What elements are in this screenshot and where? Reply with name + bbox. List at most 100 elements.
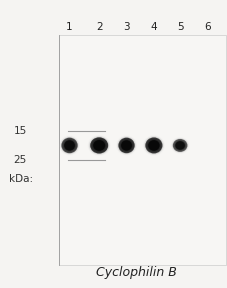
Ellipse shape bbox=[120, 140, 132, 151]
FancyBboxPatch shape bbox=[59, 35, 225, 265]
Ellipse shape bbox=[90, 137, 108, 154]
Ellipse shape bbox=[90, 138, 107, 153]
Ellipse shape bbox=[146, 138, 161, 153]
Ellipse shape bbox=[121, 140, 131, 151]
Ellipse shape bbox=[172, 139, 187, 152]
Ellipse shape bbox=[121, 141, 131, 150]
Ellipse shape bbox=[121, 140, 131, 151]
Ellipse shape bbox=[145, 138, 161, 153]
Ellipse shape bbox=[146, 139, 160, 152]
Ellipse shape bbox=[64, 140, 75, 151]
Ellipse shape bbox=[173, 139, 186, 151]
Ellipse shape bbox=[117, 137, 135, 154]
Ellipse shape bbox=[64, 141, 74, 150]
Ellipse shape bbox=[118, 138, 133, 153]
Ellipse shape bbox=[143, 137, 163, 154]
Ellipse shape bbox=[118, 138, 134, 153]
Ellipse shape bbox=[60, 137, 78, 154]
Text: kDa:: kDa: bbox=[9, 174, 33, 183]
Ellipse shape bbox=[91, 139, 106, 152]
Ellipse shape bbox=[61, 138, 77, 153]
Ellipse shape bbox=[93, 140, 105, 151]
Ellipse shape bbox=[65, 141, 74, 150]
Ellipse shape bbox=[145, 138, 162, 153]
Ellipse shape bbox=[148, 141, 158, 150]
Ellipse shape bbox=[64, 140, 75, 151]
Ellipse shape bbox=[117, 137, 135, 154]
Text: 3: 3 bbox=[123, 22, 129, 32]
Ellipse shape bbox=[175, 142, 183, 149]
Ellipse shape bbox=[171, 138, 188, 153]
Ellipse shape bbox=[173, 140, 186, 151]
Ellipse shape bbox=[88, 135, 110, 156]
Ellipse shape bbox=[148, 140, 159, 151]
Ellipse shape bbox=[88, 136, 109, 155]
Ellipse shape bbox=[172, 139, 186, 152]
Ellipse shape bbox=[93, 140, 105, 151]
Ellipse shape bbox=[119, 139, 133, 152]
Ellipse shape bbox=[116, 136, 136, 155]
Ellipse shape bbox=[170, 138, 188, 153]
Ellipse shape bbox=[175, 141, 184, 150]
Ellipse shape bbox=[92, 139, 106, 152]
Ellipse shape bbox=[175, 141, 184, 150]
Ellipse shape bbox=[90, 138, 107, 153]
Ellipse shape bbox=[143, 136, 163, 155]
Ellipse shape bbox=[173, 140, 185, 151]
Ellipse shape bbox=[148, 141, 158, 150]
Ellipse shape bbox=[61, 138, 77, 153]
Ellipse shape bbox=[174, 141, 185, 150]
Ellipse shape bbox=[94, 141, 104, 150]
Ellipse shape bbox=[64, 140, 74, 151]
Ellipse shape bbox=[60, 137, 78, 154]
Ellipse shape bbox=[147, 140, 159, 151]
Ellipse shape bbox=[62, 139, 76, 152]
Ellipse shape bbox=[59, 136, 79, 155]
Ellipse shape bbox=[143, 135, 164, 156]
Ellipse shape bbox=[116, 136, 136, 155]
Ellipse shape bbox=[145, 137, 162, 154]
Text: 5: 5 bbox=[176, 22, 183, 32]
Ellipse shape bbox=[121, 141, 131, 150]
Ellipse shape bbox=[148, 140, 159, 151]
Ellipse shape bbox=[89, 137, 108, 154]
Ellipse shape bbox=[60, 136, 79, 155]
Ellipse shape bbox=[89, 136, 109, 155]
Ellipse shape bbox=[147, 140, 159, 151]
Ellipse shape bbox=[147, 139, 160, 151]
Ellipse shape bbox=[143, 136, 163, 155]
Ellipse shape bbox=[117, 137, 135, 154]
Ellipse shape bbox=[119, 139, 133, 152]
Ellipse shape bbox=[61, 137, 78, 154]
Text: 15: 15 bbox=[14, 126, 27, 136]
Ellipse shape bbox=[171, 138, 187, 153]
Ellipse shape bbox=[146, 139, 160, 152]
Ellipse shape bbox=[118, 138, 134, 153]
Ellipse shape bbox=[171, 138, 188, 153]
Ellipse shape bbox=[63, 139, 76, 151]
Ellipse shape bbox=[119, 139, 133, 152]
Ellipse shape bbox=[91, 138, 107, 153]
Ellipse shape bbox=[62, 139, 76, 152]
Ellipse shape bbox=[120, 139, 132, 151]
Text: Cyclophilin B: Cyclophilin B bbox=[96, 266, 176, 279]
Ellipse shape bbox=[92, 139, 105, 151]
Ellipse shape bbox=[118, 138, 134, 153]
Ellipse shape bbox=[91, 139, 106, 152]
Ellipse shape bbox=[172, 139, 187, 152]
Ellipse shape bbox=[145, 137, 162, 154]
Text: 1: 1 bbox=[66, 22, 73, 32]
Ellipse shape bbox=[89, 137, 109, 154]
Ellipse shape bbox=[174, 141, 185, 150]
Ellipse shape bbox=[63, 139, 76, 152]
Ellipse shape bbox=[174, 141, 184, 150]
Ellipse shape bbox=[63, 140, 75, 151]
Ellipse shape bbox=[144, 137, 163, 154]
Text: 6: 6 bbox=[203, 22, 210, 32]
Ellipse shape bbox=[93, 141, 104, 150]
Ellipse shape bbox=[120, 140, 132, 151]
Ellipse shape bbox=[172, 139, 187, 152]
Ellipse shape bbox=[173, 140, 185, 151]
Text: 25: 25 bbox=[14, 155, 27, 165]
Text: 2: 2 bbox=[95, 22, 102, 32]
